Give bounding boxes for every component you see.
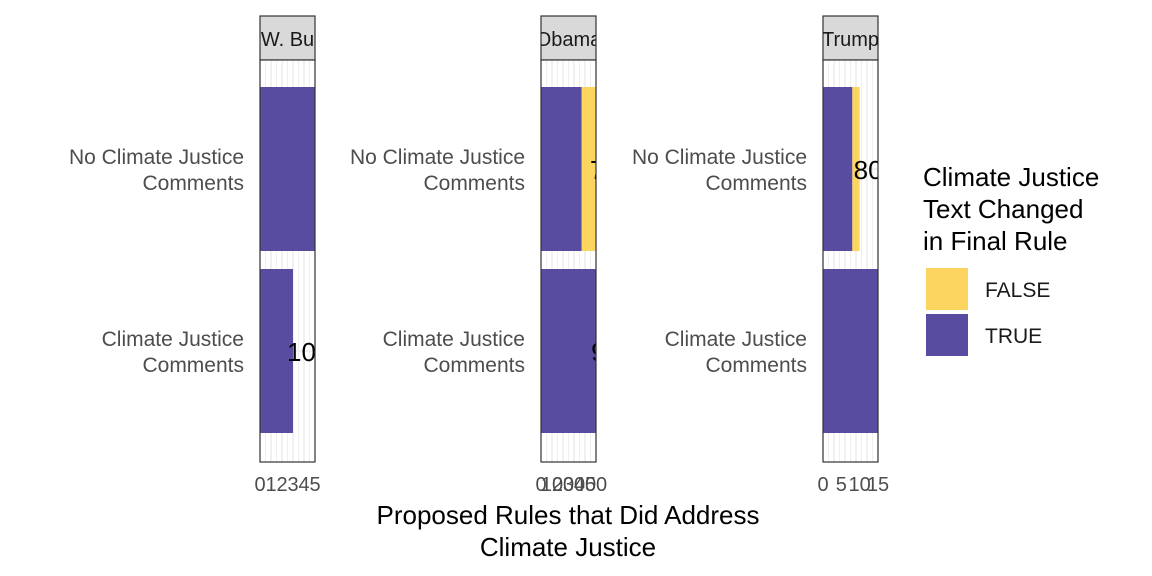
bar-true-no-climate-justice-comments: [541, 87, 582, 251]
legend-title-line: in Final Rule: [923, 226, 1068, 256]
x-tick-label: 40: [574, 474, 596, 496]
x-tick-label: 50: [585, 474, 607, 496]
bars: [823, 87, 878, 433]
legend-title-line: Text Changed: [923, 194, 1083, 224]
data-label: 74: [590, 155, 619, 185]
x-axis-title-line: Climate Justice: [480, 532, 656, 562]
bars: [541, 87, 596, 433]
category-label-line: Comments: [705, 172, 807, 195]
x-axis-title: Proposed Rules that Did Address Climate J…: [377, 500, 760, 562]
x-tick-label: 1: [265, 474, 276, 496]
bar-true-climate-justice-comments: [260, 269, 293, 433]
x-tick-label: 30: [563, 474, 585, 496]
category-label-line: Climate Justice: [102, 328, 244, 351]
legend-label-false: FALSE: [985, 279, 1050, 302]
x-tick-label: 10: [541, 474, 563, 496]
data-label: 80: [854, 155, 883, 185]
x-tick-label: 5: [309, 474, 320, 496]
category-label-line: No Climate Justice: [69, 146, 244, 169]
facet-title: W. Bu: [261, 29, 314, 51]
x-tick-label: 15: [867, 474, 889, 496]
facet-strip: [540, 15, 597, 61]
x-tick-label: 10: [849, 474, 871, 496]
facet-strip: [259, 15, 316, 61]
x-tick-label: 0: [254, 474, 265, 496]
category-label-line: Comments: [423, 172, 525, 195]
x-tick-label: 2: [276, 474, 287, 496]
facet-title: Trump: [822, 29, 879, 51]
category-label-no-climate-justice-comments: No Climate Justice Comments: [632, 146, 807, 195]
category-label-climate-justice-comments: Climate Justice Comments: [102, 328, 244, 377]
legend-key-false: [926, 268, 968, 310]
panel-border: [822, 59, 879, 463]
category-label-climate-justice-comments: Climate Justice Comments: [383, 328, 525, 377]
x-tick-label: 5: [836, 474, 847, 496]
data-label: 10: [287, 337, 316, 367]
legend: Climate Justice Text Changed in Final Rule…: [923, 162, 1099, 356]
x-tick-label: 4: [298, 474, 309, 496]
category-label-line: Comments: [142, 354, 244, 377]
category-label-line: Climate Justice: [665, 328, 807, 351]
bar-true-climate-justice-comments: [541, 269, 596, 433]
panel-border: [540, 59, 597, 463]
facet-title: Obama: [536, 29, 602, 51]
x-tick-label: 20: [552, 474, 574, 496]
data-label: 9: [591, 337, 605, 367]
bars: [260, 87, 315, 433]
panel-border: [259, 59, 316, 463]
category-label-climate-justice-comments: Climate Justice Comments: [665, 328, 807, 377]
category-label-line: Climate Justice: [383, 328, 525, 351]
legend-key-true: [926, 314, 968, 356]
bar-true-no-climate-justice-comments: [823, 87, 853, 251]
legend-label-true: TRUE: [985, 325, 1042, 348]
legend-title: Climate Justice Text Changed in Final Rule: [923, 162, 1099, 256]
x-tick-label: 3: [287, 474, 298, 496]
category-label-line: Comments: [705, 354, 807, 377]
data-labels: 10: [287, 337, 316, 367]
bar-true-climate-justice-comments: [823, 269, 878, 433]
x-tick-label: 0: [817, 474, 828, 496]
x-axis-title-line: Proposed Rules that Did Address: [377, 500, 760, 530]
x-tick-label: 0: [535, 474, 546, 496]
bar-false-no-climate-justice-comments: [852, 87, 860, 251]
category-label-line: Comments: [142, 172, 244, 195]
category-label-line: No Climate Justice: [632, 146, 807, 169]
bar-false-no-climate-justice-comments: [581, 87, 596, 251]
category-label-line: Comments: [423, 354, 525, 377]
legend-title-line: Climate Justice: [923, 162, 1099, 192]
bar-true-no-climate-justice-comments: [260, 87, 315, 251]
category-label-no-climate-justice-comments: No Climate Justice Comments: [350, 146, 525, 195]
category-label-no-climate-justice-comments: No Climate Justice Comments: [69, 146, 244, 195]
x-axis-title-text: Proposed Rules that Did Address Climate J…: [377, 500, 760, 562]
data-labels: 74 9: [590, 155, 619, 367]
data-labels: 80: [854, 155, 883, 185]
category-label-line: No Climate Justice: [350, 146, 525, 169]
